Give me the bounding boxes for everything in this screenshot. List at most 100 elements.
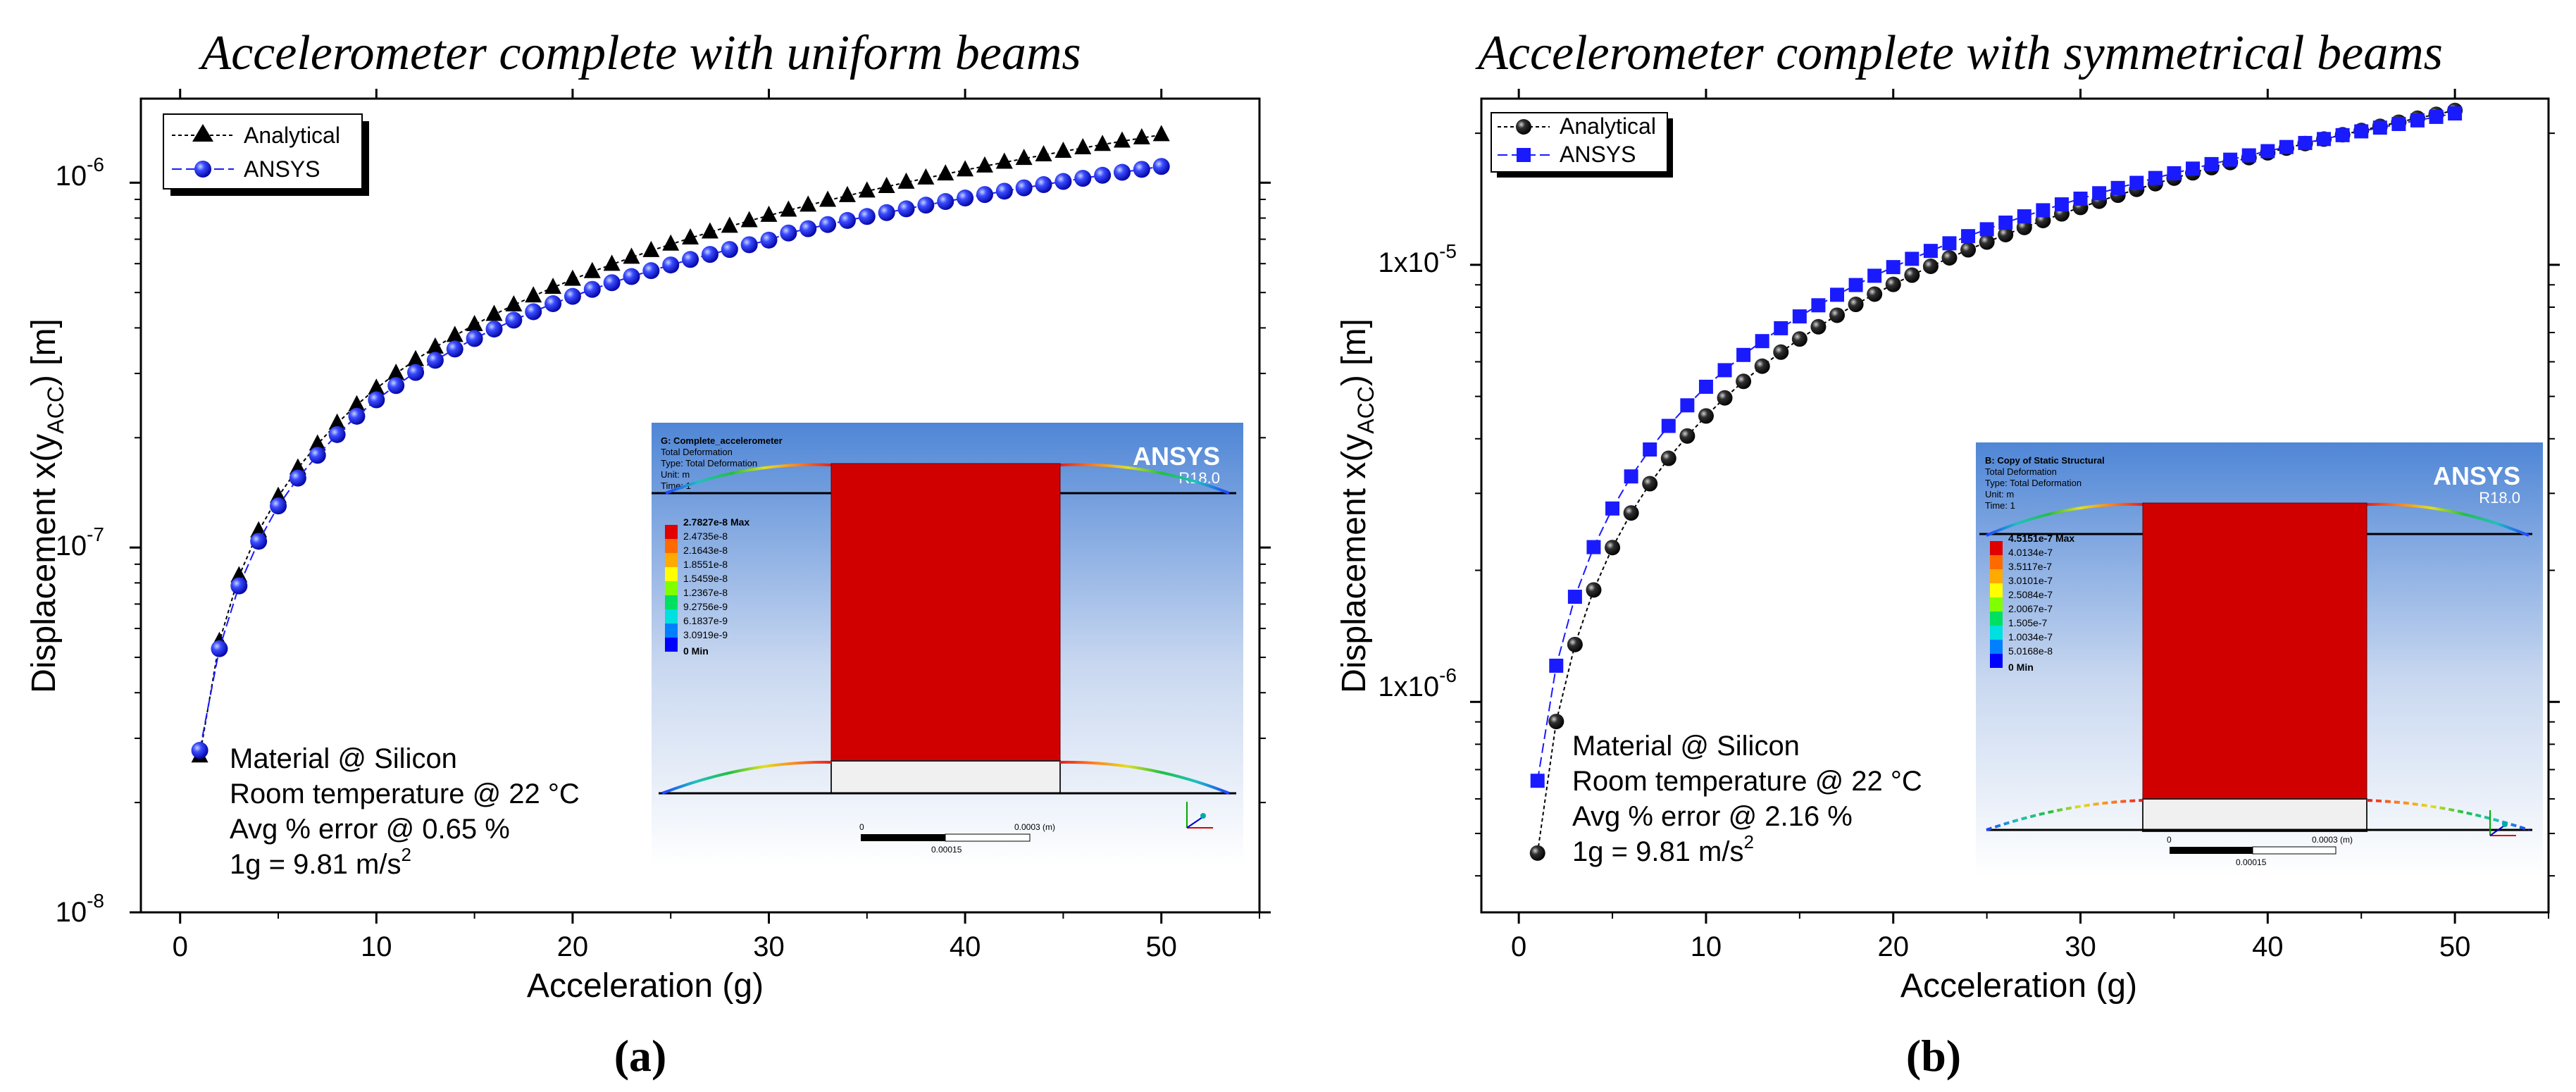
data-point-analytical — [1698, 408, 1714, 424]
legend-swatch — [665, 581, 678, 595]
legend-value: 1.0034e-7 — [2008, 631, 2053, 643]
legend-swatch — [1990, 654, 2003, 668]
data-point-ansys — [1698, 379, 1713, 394]
data-point-analytical — [1998, 226, 2014, 242]
data-point-ansys — [740, 236, 758, 254]
panel-label: (b) — [1906, 1031, 1961, 1081]
axes-layer: 0 10 20 30 40 50 — [130, 89, 1271, 962]
inset-beam-deformed — [2366, 799, 2530, 831]
legend-label-ansys: ANSYS — [244, 156, 320, 182]
data-point-analytical — [387, 364, 405, 380]
data-point-ansys — [270, 497, 287, 515]
data-point-analytical — [1094, 135, 1112, 151]
scale-label: 0.00015 — [931, 845, 962, 855]
inset-beam-deformed — [665, 463, 832, 495]
data-point-analytical — [368, 378, 385, 395]
legend-value: 6.1837e-9 — [683, 615, 728, 626]
legend-swatch — [1990, 569, 2003, 583]
data-point-analytical — [878, 177, 895, 194]
data-point-ansys — [426, 352, 444, 369]
ansys-logo: ANSYS — [1133, 442, 1220, 471]
data-point-analytical — [917, 168, 935, 185]
data-point-analytical — [937, 164, 954, 181]
data-point-ansys — [1961, 229, 1976, 244]
data-point-ansys — [1774, 321, 1788, 335]
x-tick-label: 20 — [1877, 931, 1909, 962]
inset-proof-mass-ref — [2142, 798, 2367, 832]
legend-box — [163, 113, 363, 190]
legend-label-analytical: Analytical — [244, 123, 340, 148]
inset-beam-deformed — [1059, 463, 1230, 495]
annotation: Material @ Silicon Room temperature @ 22… — [230, 743, 580, 880]
data-point-ansys — [2335, 128, 2350, 142]
data-point-ansys — [2204, 156, 2219, 171]
data-point-ansys — [819, 216, 837, 233]
data-point-ansys — [2036, 203, 2051, 218]
data-point-ansys — [525, 303, 542, 321]
data-point-ansys — [1736, 347, 1751, 362]
x-tick-label: 50 — [2439, 931, 2471, 962]
data-point-analytical — [564, 269, 581, 286]
data-point-analytical — [662, 234, 680, 251]
inset-beam-deformed — [1986, 502, 2143, 537]
data-point-analytical — [1113, 131, 1131, 148]
legend-swatch — [665, 623, 678, 638]
annotation-error: Avg % error @ 2.16 % — [1572, 801, 1853, 832]
data-point-analytical — [1642, 476, 1658, 492]
inset-proof-mass-ref — [830, 760, 1061, 794]
data-point-ansys — [368, 391, 385, 409]
data-point-ansys — [1830, 287, 1844, 302]
data-point-ansys — [1905, 252, 1919, 266]
data-point-analytical — [1848, 297, 1864, 313]
data-point-ansys — [1586, 540, 1601, 554]
annotation-material: Material @ Silicon — [230, 743, 457, 774]
legend-value: 2.4735e-8 — [683, 531, 728, 542]
data-point-ansys — [2372, 120, 2387, 135]
data-point-ansys — [1848, 278, 1863, 292]
scale-label: 0.0003 (m) — [2312, 835, 2353, 845]
data-point-ansys — [721, 241, 738, 259]
axes-layer: 0 10 20 30 40 50 — [1470, 89, 2560, 962]
data-point-ansys — [1661, 418, 1676, 433]
legend-label-ansys: ANSYS — [1560, 142, 1636, 167]
data-point-ansys — [1886, 260, 1900, 275]
data-point-analytical — [1960, 242, 1977, 258]
data-point-analytical — [446, 325, 463, 342]
data-point-ansys — [505, 311, 523, 329]
x-tick-label: 0 — [173, 931, 188, 962]
data-point-analytical — [309, 434, 326, 451]
data-point-ansys — [1605, 501, 1620, 516]
inset-beam-deformed — [1986, 799, 2143, 831]
inset-line: Total Deformation — [661, 447, 733, 457]
data-point-analytical — [1133, 128, 1150, 144]
inset-proof-mass — [2142, 502, 2367, 800]
inset-line: Unit: m — [661, 469, 690, 480]
legend-value: 1.5459e-8 — [683, 573, 728, 584]
legend-label-analytical: Analytical — [1560, 113, 1656, 139]
data-point-ansys — [583, 280, 601, 298]
data-point-analytical — [1791, 331, 1807, 347]
legend: Analytical ANSYS — [1491, 112, 1673, 178]
data-point-analytical — [1015, 149, 1033, 166]
panel-b: Accelerometer complete with symmetrical … — [1336, 26, 2560, 1081]
data-point-ansys — [1811, 298, 1826, 313]
legend-value: 1.2367e-8 — [683, 587, 728, 598]
plot-frame — [1480, 97, 2550, 914]
data-point-ansys — [1643, 442, 1657, 457]
annotation-gravity: 1g = 9.81 m/s2 — [230, 844, 411, 880]
data-point-ansys — [858, 208, 876, 225]
data-point-ansys — [1717, 363, 1732, 378]
data-point-ansys — [407, 364, 425, 381]
legend-value: 4.5151e-7 Max — [2008, 533, 2074, 544]
y-axis-label: Displacement x(yACC) [m] — [25, 318, 68, 693]
data-point-analytical — [623, 247, 640, 264]
data-point-ansys — [623, 268, 640, 285]
legend-value: 3.0919e-9 — [683, 629, 728, 640]
legend-swatch — [1990, 555, 2003, 569]
inset-beam-deformed — [661, 760, 832, 795]
data-point-ansys — [662, 256, 680, 274]
data-point-ansys — [289, 469, 306, 487]
data-point-analytical — [760, 205, 778, 222]
legend-value: 4.0134e-7 — [2008, 547, 2053, 558]
data-point-analytical — [858, 181, 876, 198]
